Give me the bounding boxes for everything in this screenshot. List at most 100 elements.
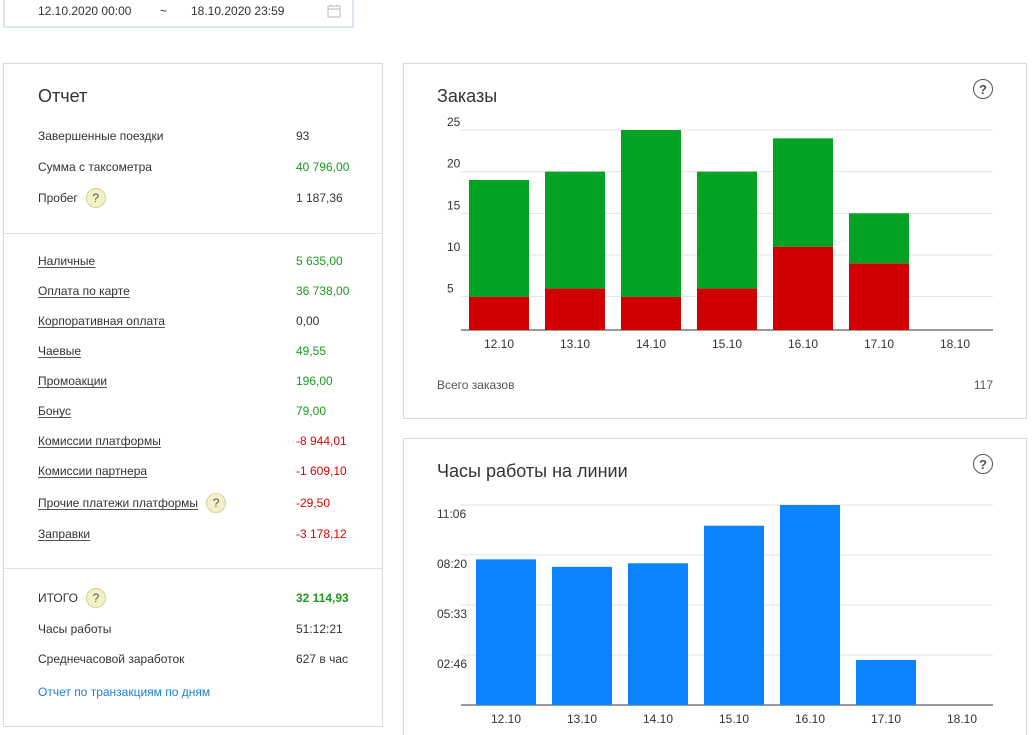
bar-green[interactable] xyxy=(545,171,605,289)
bar-green[interactable] xyxy=(469,180,529,297)
hours-help-icon[interactable]: ? xyxy=(973,454,993,474)
x-tick-label: 12.10 xyxy=(491,712,521,726)
summary-value: 1 187,36 xyxy=(296,191,343,205)
bar-red[interactable] xyxy=(849,263,909,330)
x-tick-label: 16.10 xyxy=(795,712,825,726)
summary-row: Завершенные поездки 93 xyxy=(38,126,362,146)
orders-chart: 5 10 15 20 25 12.10 13.10 14.10 15.10 16.10 17.10 1… xyxy=(447,115,993,351)
bar-red[interactable] xyxy=(697,288,757,330)
divider xyxy=(4,233,382,234)
bar-blue[interactable] xyxy=(628,563,688,705)
bar-green[interactable] xyxy=(849,213,909,264)
bar-blue[interactable] xyxy=(780,505,840,705)
total-row: ИТОГО? 32 114,93 xyxy=(38,588,362,608)
total-row: Часы работы 51:12:21 xyxy=(38,619,362,639)
payment-label[interactable]: Промоакции xyxy=(38,374,108,388)
payment-row[interactable]: Бонус 79,00 xyxy=(38,401,362,421)
help-icon[interactable]: ? xyxy=(206,493,227,513)
payment-label[interactable]: Комиссии платформы xyxy=(38,434,161,448)
y-tick-label: 25 xyxy=(447,115,461,129)
payment-value: -1 609,10 xyxy=(296,464,347,478)
bar-red[interactable] xyxy=(469,296,529,330)
help-icon[interactable]: ? xyxy=(85,588,106,608)
payment-row[interactable]: Оплата по карте 36 738,00 xyxy=(38,281,362,301)
payment-value: 36 738,00 xyxy=(296,284,350,298)
total-label: Среднечасовой заработок xyxy=(38,652,185,666)
transactions-by-day-link[interactable]: Отчет по транзакциям по дням xyxy=(38,685,211,699)
payment-row[interactable]: Чаевые 49,55 xyxy=(38,341,362,361)
payment-row[interactable]: Комиссии платформы -8 944,01 xyxy=(38,431,362,451)
y-tick-label: 02:46 xyxy=(437,657,467,671)
payment-row[interactable]: Наличные 5 635,00 xyxy=(38,251,362,271)
bar-red[interactable] xyxy=(773,246,833,330)
bar-blue[interactable] xyxy=(856,659,916,705)
date-range-picker[interactable]: 12.10.2020 00:00 ~ 18.10.2020 23:59 xyxy=(3,0,354,28)
payment-row[interactable]: Корпоративная оплата 0,00 xyxy=(38,311,362,331)
payment-label[interactable]: Оплата по карте xyxy=(38,284,130,298)
x-tick-label: 16.10 xyxy=(788,337,818,351)
payment-value: 0,00 xyxy=(296,314,320,328)
payment-value: -29,50 xyxy=(296,496,331,510)
date-end[interactable]: 18.10.2020 23:59 xyxy=(191,4,285,18)
divider xyxy=(4,568,382,569)
total-row: Среднечасовой заработок 627 в час xyxy=(38,649,362,669)
summary-label: Пробег xyxy=(38,191,78,205)
x-tick-label: 15.10 xyxy=(719,712,749,726)
bar-red[interactable] xyxy=(545,288,605,330)
bar-blue[interactable] xyxy=(476,559,536,705)
y-tick-label: 15 xyxy=(447,198,461,212)
payment-label[interactable]: Бонус xyxy=(38,404,72,418)
orders-title: Заказы xyxy=(437,86,498,106)
report-title: Отчет xyxy=(38,86,88,106)
date-separator: ~ xyxy=(160,4,168,18)
payment-row[interactable]: Прочие платежи платформы? -29,50 xyxy=(38,493,362,513)
summary-row: Пробег? 1 187,36 xyxy=(38,188,362,208)
hours-chart: 02:46 05:33 08:20 11:06 12.10 13.10 14.10 15.10… xyxy=(437,504,993,726)
payment-value: 5 635,00 xyxy=(296,254,343,268)
total-label: Часы работы xyxy=(38,622,112,636)
y-tick-label: 11:06 xyxy=(437,507,466,521)
bar-green[interactable] xyxy=(621,130,681,297)
orders-total-label: Всего заказов xyxy=(437,378,515,392)
bar-blue[interactable] xyxy=(552,566,612,705)
payment-value: 196,00 xyxy=(296,374,333,388)
payment-value: -8 944,01 xyxy=(296,434,347,448)
payment-value: 79,00 xyxy=(296,404,327,418)
payment-label[interactable]: Заправки xyxy=(38,527,91,541)
summary-row: Сумма с таксометра 40 796,00 xyxy=(38,157,362,177)
calendar-icon[interactable] xyxy=(327,4,341,18)
bar-blue[interactable] xyxy=(704,525,764,705)
help-icon[interactable]: ? xyxy=(85,188,106,208)
total-label: ИТОГО xyxy=(38,591,78,605)
payment-row[interactable]: Промоакции 196,00 xyxy=(38,371,362,391)
payment-row[interactable]: Заправки -3 178,12 xyxy=(38,524,362,544)
total-value: 51:12:21 xyxy=(296,622,343,636)
payment-label[interactable]: Корпоративная оплата xyxy=(38,314,165,328)
payment-label[interactable]: Прочие платежи платформы xyxy=(38,496,199,510)
orders-help-icon[interactable]: ? xyxy=(973,79,993,99)
date-start[interactable]: 12.10.2020 00:00 xyxy=(38,4,132,18)
y-tick-label: 5 xyxy=(447,282,454,296)
x-tick-label: 17.10 xyxy=(864,337,894,351)
summary-label: Сумма с таксометра xyxy=(38,160,152,174)
y-tick-label: 20 xyxy=(447,157,461,171)
payment-label[interactable]: Комиссии партнера xyxy=(38,464,148,478)
payment-label[interactable]: Чаевые xyxy=(38,344,82,358)
x-tick-label: 14.10 xyxy=(643,712,673,726)
bar-green[interactable] xyxy=(773,138,833,247)
x-tick-label: 13.10 xyxy=(560,337,590,351)
bar-green[interactable] xyxy=(697,171,757,289)
report-card: Отчет Отчет по транзакциям по дням Завер… xyxy=(3,63,383,727)
bar-red[interactable] xyxy=(621,296,681,330)
summary-value: 93 xyxy=(296,129,310,143)
orders-card: Заказы ? 5 10 15 20 25 12.10 13.10 14.10 15.10 16… xyxy=(403,63,1027,419)
hours-card: Часы работы на линии ? 02:46 05:33 08:20 11… xyxy=(403,438,1027,735)
y-tick-label: 10 xyxy=(447,240,461,254)
payment-row[interactable]: Комиссии партнера -1 609,10 xyxy=(38,461,362,481)
y-tick-label: 05:33 xyxy=(437,607,467,621)
x-tick-label: 14.10 xyxy=(636,337,666,351)
hours-title: Часы работы на линии xyxy=(437,461,628,481)
payment-label[interactable]: Наличные xyxy=(38,254,96,268)
x-tick-label: 17.10 xyxy=(871,712,901,726)
summary-label: Завершенные поездки xyxy=(38,129,164,143)
